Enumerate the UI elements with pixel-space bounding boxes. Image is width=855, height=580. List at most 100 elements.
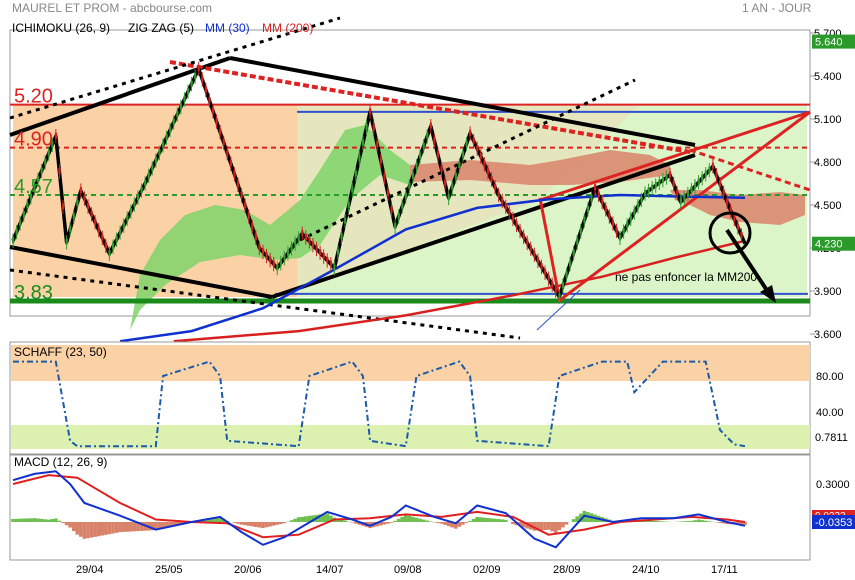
macd-hist-bar: [307, 515, 312, 522]
candle-body: [665, 173, 668, 180]
trend-line: [169, 60, 691, 154]
macd-hist-bar: [282, 522, 287, 524]
schaff-path: [13, 360, 746, 448]
candle-body: [386, 190, 390, 197]
mm30-legend: MM (30): [205, 21, 250, 35]
date-tick-label: 29/04: [76, 564, 104, 576]
candle-body: [290, 244, 293, 251]
highlight-circle: [708, 211, 752, 255]
macd-hist-bar: [61, 522, 65, 524]
macd-hist-bar: [493, 518, 497, 522]
candle-body: [501, 197, 504, 204]
candle-body: [265, 252, 268, 259]
candle-body: [297, 234, 300, 241]
trend-line: [539, 110, 811, 202]
candle-body: [211, 107, 215, 114]
date-tick-label: 09/08: [394, 564, 422, 576]
candle-body: [279, 259, 283, 266]
macd-hist-bar: [389, 522, 394, 523]
macd-hist-bar: [439, 522, 444, 524]
candle-body: [154, 156, 158, 163]
candle-body: [526, 239, 529, 246]
macd-hist-bar: [386, 522, 390, 524]
macd-hist-bar: [414, 517, 419, 522]
macd-hist-bar: [561, 522, 565, 528]
candle-body: [372, 124, 375, 131]
arrow-head-icon: [760, 285, 776, 303]
candle-body: [472, 137, 475, 144]
candle-body: [51, 141, 54, 148]
candle-body: [315, 245, 318, 252]
trend-line: [9, 245, 273, 299]
macd-hist-bar: [550, 522, 554, 532]
candle-body: [33, 184, 36, 191]
level-label: 5.20: [14, 86, 53, 108]
candle-body: [497, 191, 500, 198]
candle-body: [304, 233, 307, 240]
macd-hist-bar: [57, 520, 62, 522]
candle-body: [611, 220, 615, 227]
mm30-line: [119, 193, 746, 343]
candle-body: [301, 230, 304, 237]
macd-hist-bar: [471, 518, 476, 522]
macd-hist-bar: [443, 522, 447, 525]
macd-hist-bar: [525, 522, 529, 529]
macd-hist-bar: [353, 522, 358, 524]
candle-body: [369, 108, 372, 115]
candle-body: [408, 182, 411, 189]
candle-body: [347, 201, 350, 208]
mm200-line: [173, 239, 746, 343]
candle-body: [476, 145, 479, 152]
candle-body: [451, 183, 454, 190]
candle-body: [294, 239, 297, 246]
macd-hist-bar: [661, 521, 665, 522]
candle-body: [433, 136, 436, 143]
macd-hist-bar: [468, 520, 472, 522]
candle-body: [254, 233, 258, 240]
candle-body: [522, 233, 525, 240]
macd-hist-bar: [304, 516, 308, 522]
candle-body: [726, 198, 729, 205]
candle-body: [715, 171, 718, 178]
macd-hist-bar: [436, 522, 440, 524]
date-tick-label: 14/07: [316, 564, 344, 576]
schaff-badge-label: 0.7811: [815, 432, 848, 444]
macd-hist-bar: [518, 522, 522, 527]
candle-body: [529, 245, 532, 252]
candle-body: [326, 256, 329, 263]
candle-body: [629, 215, 632, 222]
macd-hist-bar: [36, 518, 40, 522]
candle-body: [469, 129, 472, 136]
trend-line: [271, 153, 696, 299]
macd-hist-bar: [475, 516, 479, 522]
macd-hist-bar: [653, 520, 658, 522]
macd-hist-bar: [171, 522, 176, 527]
macd-hist-bar: [532, 522, 537, 531]
candle-body: [511, 215, 515, 222]
candle-body: [458, 162, 461, 168]
candle-body: [540, 263, 543, 270]
candle-body: [219, 128, 222, 135]
macd-hist-bar: [657, 521, 662, 522]
macd-hist-bar: [93, 522, 97, 537]
level-label: 4.57: [14, 176, 53, 198]
date-axis: 29/04 25/05 20/06 14/07 09/08 02/09 28/09 24/10…: [76, 564, 738, 576]
candle-body: [94, 218, 97, 225]
trend-line: [559, 110, 811, 302]
candle-body: [504, 203, 507, 210]
macd-hist-bar: [164, 522, 169, 528]
macd-hist-bar: [407, 515, 412, 522]
schaff-line: [13, 360, 746, 448]
candle-body: [626, 221, 629, 228]
candle-body: [176, 111, 179, 118]
macd-hist-bar: [343, 520, 347, 522]
candle-body: [272, 260, 275, 267]
macd-hist-bar: [421, 519, 426, 522]
macd-hist-bar: [650, 520, 654, 522]
candle-body: [261, 248, 265, 255]
candle-body: [333, 264, 336, 271]
candle-body: [12, 237, 15, 244]
candle-body: [397, 212, 400, 219]
macd-hist-bar: [500, 519, 504, 522]
